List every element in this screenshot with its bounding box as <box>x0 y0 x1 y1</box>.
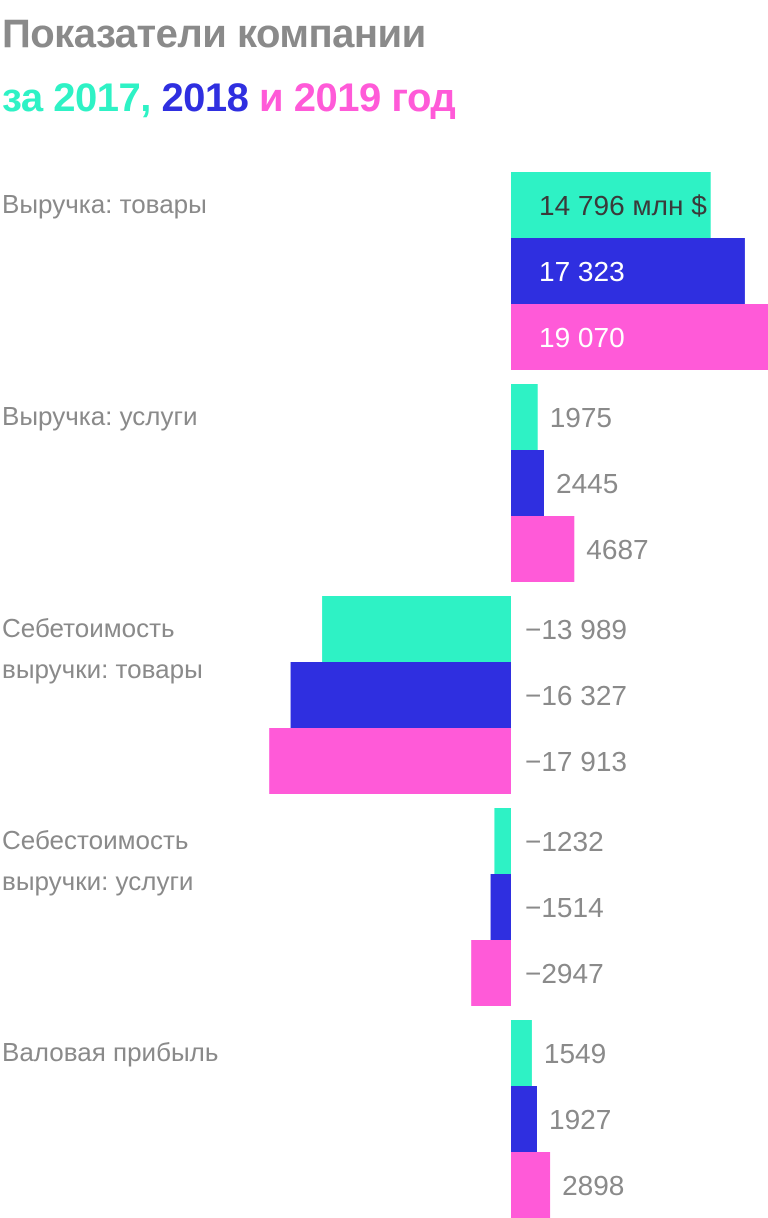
title-part-2019: и 2019 год <box>259 76 456 120</box>
value-label-cat-2-2017: −13 989 <box>525 614 627 645</box>
value-label-cat-0-2017: 14 796 млн $ <box>539 190 707 221</box>
category-label-cat-4: Валовая прибыль <box>2 1037 218 1067</box>
bar-cat-2-2017 <box>322 596 511 662</box>
category-label-line: Выручка: услуги <box>2 401 197 431</box>
bar-cat-1-2018 <box>511 450 544 516</box>
value-label-cat-4-2017: 1549 <box>544 1038 606 1069</box>
category-label-line: выручки: товары <box>2 654 203 684</box>
category-label-cat-2: Себетоимость выручки: товары <box>2 613 203 684</box>
bar-cat-2-2018 <box>290 662 511 728</box>
title-part-2018: 2018 <box>161 76 260 120</box>
value-label-cat-1-2018: 2445 <box>556 468 618 499</box>
bar-cat-3-2019 <box>471 940 511 1006</box>
bar-cat-0-2017 <box>511 172 711 238</box>
value-label-cat-4-2018: 1927 <box>549 1104 611 1135</box>
value-label-cat-0-2018: 17 323 <box>539 256 625 287</box>
value-label-cat-3-2017: −1232 <box>525 826 604 857</box>
bar-cat-0-2018 <box>511 238 745 304</box>
category-label-line: Себестоимость <box>2 825 188 855</box>
value-label-cat-3-2018: −1514 <box>525 892 604 923</box>
bar-cat-0-2019 <box>511 304 768 370</box>
category-label-cat-0: Выручка: товары <box>2 189 207 219</box>
value-label-cat-2-2018: −16 327 <box>525 680 627 711</box>
value-label-cat-1-2019: 4687 <box>586 534 648 565</box>
bar-cat-3-2018 <box>490 874 511 940</box>
category-label-cat-1: Выручка: услуги <box>2 401 197 431</box>
value-label-cat-0-2019: 19 070 <box>539 322 625 353</box>
title-line-2: за 2017, 2018 и 2019 год <box>2 76 456 120</box>
category-label-line: выручки: услуги <box>2 866 193 896</box>
bar-cat-4-2017 <box>511 1020 532 1086</box>
category-label-line: Себетоимость <box>2 613 175 643</box>
bar-cat-1-2019 <box>511 516 575 582</box>
value-label-cat-1-2017: 1975 <box>550 402 612 433</box>
title-part-2017: за 2017, <box>2 76 162 120</box>
bar-cat-1-2017 <box>511 384 538 450</box>
value-label-cat-2-2019: −17 913 <box>525 746 627 777</box>
category-label-line: Валовая прибыль <box>2 1037 218 1067</box>
title-line-1: Показатели компании <box>2 12 426 56</box>
bar-cat-2-2019 <box>269 728 511 794</box>
bar-cat-4-2019 <box>511 1152 551 1218</box>
value-label-cat-4-2019: 2898 <box>562 1170 624 1201</box>
category-label-cat-3: Себестоимость выручки: услуги <box>2 825 193 896</box>
bar-cat-4-2018 <box>511 1086 537 1152</box>
category-label-line: Выручка: товары <box>2 189 207 219</box>
value-label-cat-3-2019: −2947 <box>525 958 604 989</box>
bar-cat-3-2017 <box>494 808 511 874</box>
